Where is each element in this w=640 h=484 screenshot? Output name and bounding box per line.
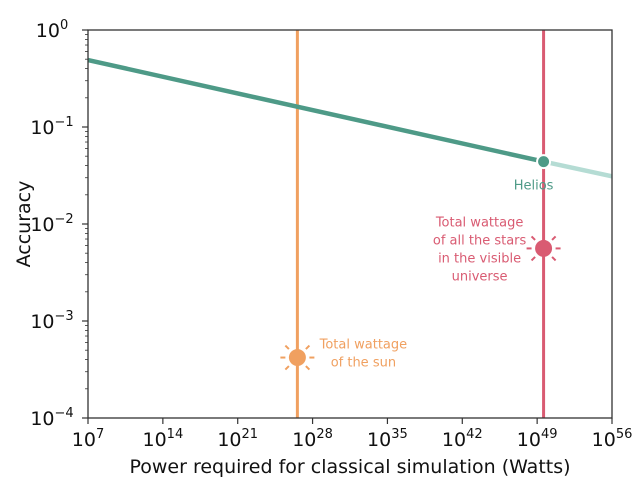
y-tick-exp: 0: [60, 18, 68, 33]
y-tick-exp: −2: [55, 212, 74, 227]
series-line-solid: [87, 57, 545, 164]
x-axis-label: Power required for classical simulation …: [129, 456, 570, 478]
y-tick-exp: −1: [55, 115, 74, 130]
y-tick-exp: −4: [55, 406, 74, 421]
helios-label: Helios: [514, 179, 554, 194]
y-tick-base: 10: [30, 408, 54, 430]
annotation-text: universe: [452, 269, 508, 284]
x-tick-base: 10: [72, 429, 96, 451]
y-tick-base: 10: [30, 214, 54, 236]
x-tick-exp: 7: [96, 427, 104, 442]
y-tick-base: 10: [36, 20, 60, 42]
y-tick-label: 10−4: [30, 406, 73, 430]
series-line-extrapolated: [543, 159, 613, 179]
x-tick-label: 1042: [442, 427, 483, 451]
x-tick-base: 10: [217, 429, 241, 451]
x-tick-exp: 28: [316, 427, 333, 442]
x-tick-label: 107: [72, 427, 104, 451]
x-tick-base: 10: [442, 429, 466, 451]
x-tick-base: 10: [367, 429, 391, 451]
sun-ray: [551, 256, 557, 262]
y-tick-label: 10−3: [30, 309, 73, 333]
sun-core: [535, 239, 553, 257]
x-tick-label: 1035: [367, 427, 408, 451]
sun-ray: [305, 344, 311, 350]
y-tick-base: 10: [30, 311, 54, 333]
x-tick-label: 1049: [517, 427, 558, 451]
x-tick-base: 10: [592, 429, 616, 451]
sun-icon: [526, 235, 561, 262]
annotation-text: in the visible: [438, 251, 521, 266]
sun-ray: [284, 365, 290, 371]
y-tick-exp: −3: [55, 309, 74, 324]
x-tick-exp: 56: [616, 427, 633, 442]
annotation-text: of the sun: [331, 356, 396, 371]
annotation-text: of all the stars: [433, 233, 527, 248]
sun-ray: [551, 235, 557, 241]
sun-core: [288, 349, 306, 367]
x-tick-exp: 14: [167, 427, 184, 442]
x-tick-exp: 49: [541, 427, 558, 442]
annotation-text: Total wattage: [319, 338, 408, 353]
x-tick-exp: 42: [466, 427, 483, 442]
x-tick-label: 1028: [292, 427, 333, 451]
x-tick-exp: 35: [391, 427, 408, 442]
x-tick-label: 1014: [142, 427, 183, 451]
x-tick-label: 1056: [592, 427, 633, 451]
y-tick-label: 100: [36, 18, 68, 42]
y-tick-base: 10: [30, 117, 54, 139]
x-tick-base: 10: [517, 429, 541, 451]
sun-ray: [530, 235, 536, 241]
y-tick-label: 10−2: [30, 212, 73, 236]
annotation-text: Total wattage: [435, 215, 524, 230]
y-axis-label: Accuracy: [13, 181, 35, 268]
sun-ray: [530, 256, 536, 262]
x-tick-exp: 21: [242, 427, 259, 442]
sun-ray: [305, 365, 311, 371]
sun-ray: [284, 344, 290, 350]
x-tick-base: 10: [142, 429, 166, 451]
x-tick-label: 1021: [217, 427, 258, 451]
x-tick-base: 10: [292, 429, 316, 451]
sun-icon: [280, 344, 315, 371]
y-tick-label: 10−1: [30, 115, 73, 139]
helios-point: [536, 154, 552, 170]
